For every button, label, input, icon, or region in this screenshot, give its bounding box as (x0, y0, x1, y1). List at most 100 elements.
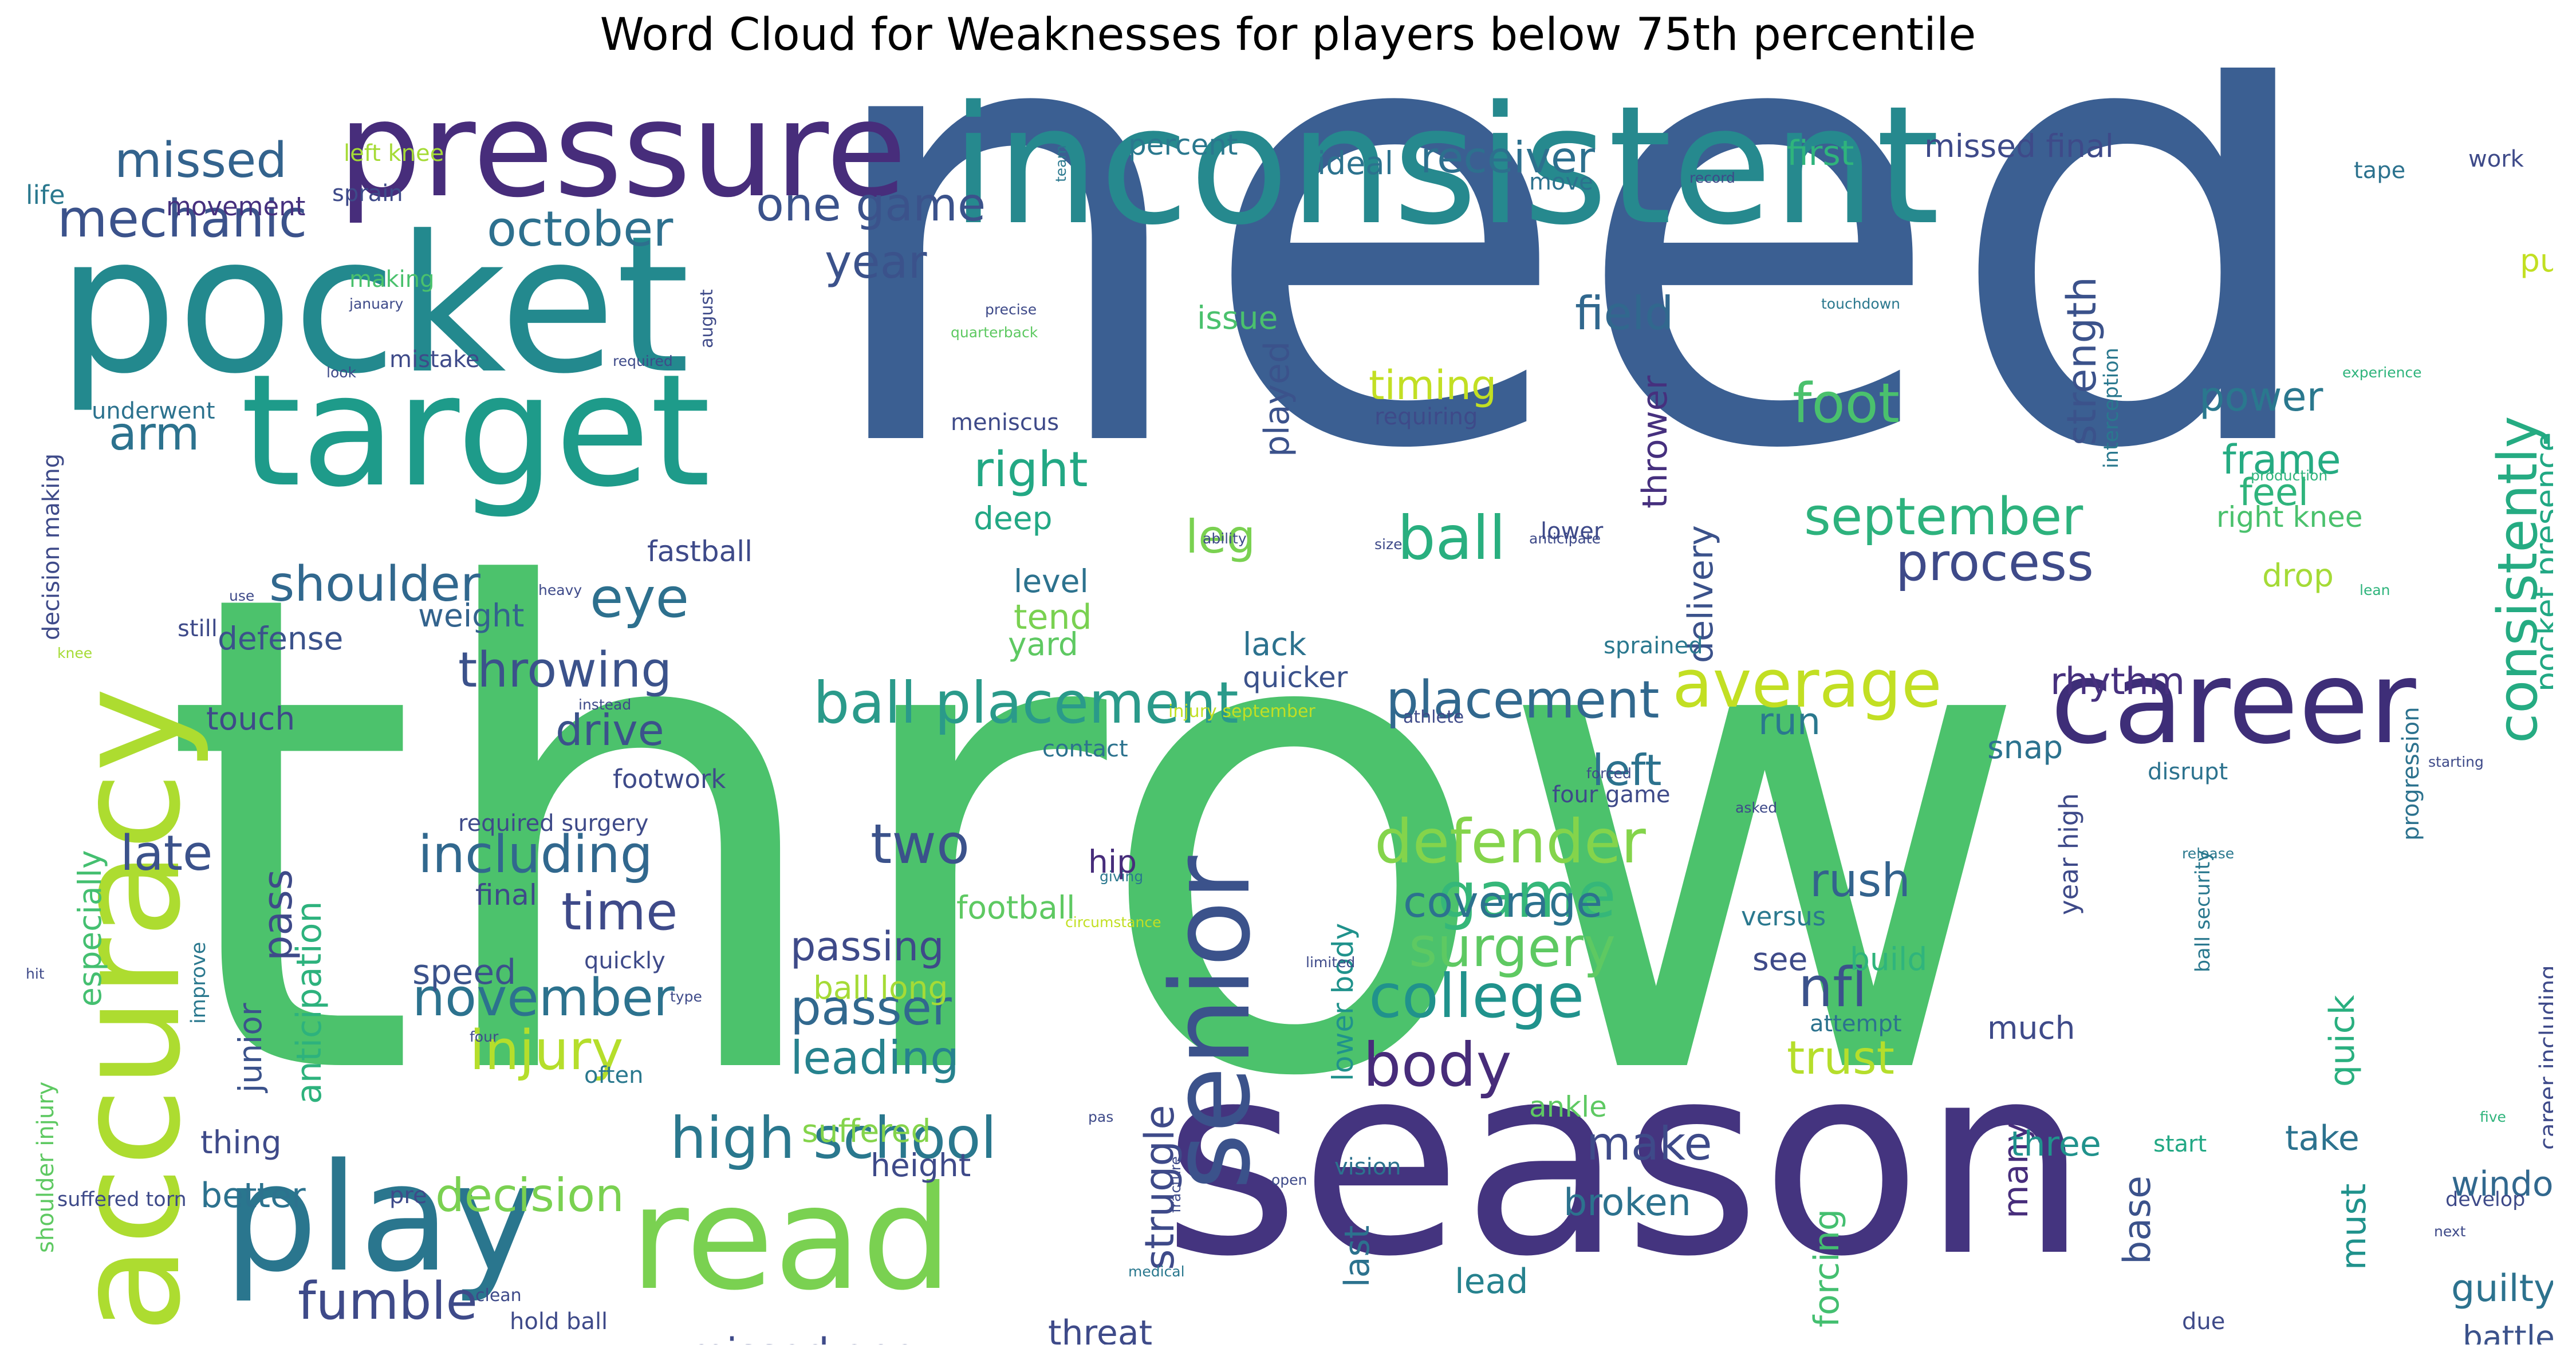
word-suffered-torn: suffered torn (57, 1188, 187, 1211)
word-passing: passing (790, 923, 944, 970)
word-release: release (2182, 845, 2235, 862)
word-october: october (487, 201, 673, 258)
word-inconsistent: inconsistent (951, 71, 1940, 261)
word-especially: especially (72, 850, 108, 1007)
word-career: career (2050, 636, 2416, 770)
word-lack: lack (1243, 626, 1307, 663)
word-speed: speed (412, 952, 517, 992)
word-frame: frame (2222, 436, 2341, 483)
word-knee: knee (57, 645, 93, 661)
word-timing: timing (1369, 362, 1497, 409)
word-november: november (412, 968, 675, 1028)
word-accuracy: accuracy (45, 687, 212, 1333)
word-last: last (1337, 1225, 1377, 1287)
word-time: time (561, 882, 678, 942)
word-issue: issue (1197, 299, 1278, 336)
word-vision: vision (1334, 1154, 1401, 1180)
word-percent: percent (1128, 128, 1238, 161)
word-lower: lower (1541, 518, 1604, 545)
word-open: open (1271, 1172, 1307, 1188)
word-next: next (2434, 1223, 2466, 1240)
word-underwent: underwent (92, 398, 215, 424)
word-life: life (26, 180, 65, 210)
word-junior: junior (232, 1003, 269, 1093)
chart-title: Word Cloud for Weaknesses for players be… (600, 9, 1976, 61)
word-including: including (418, 825, 653, 885)
word-coverage: coverage (1403, 877, 1603, 927)
word-season: season (1163, 1008, 2089, 1314)
word-quarterback: quarterback (951, 324, 1038, 341)
word-body: body (1363, 1030, 1512, 1100)
word-missed: missed (115, 132, 287, 189)
word-hit: hit (26, 965, 45, 982)
word-year: year (825, 235, 927, 289)
word-pressure: pressure (338, 74, 907, 227)
word-much: much (1987, 1010, 2075, 1046)
word-tape: tape (2354, 157, 2406, 184)
word-work: work (2468, 146, 2524, 172)
word-read: read (630, 1155, 952, 1322)
word-thrower: thrower (1635, 375, 1675, 508)
word-target: target (241, 341, 711, 521)
word-starting: starting (2428, 754, 2484, 770)
word-five: five (2480, 1109, 2506, 1125)
word-pas: pas (1088, 1109, 1114, 1125)
word-weight: weight (418, 597, 525, 634)
word-record: record (1689, 170, 1735, 186)
word-eye: eye (590, 567, 690, 630)
word-fastball: fastball (647, 535, 753, 568)
word-right: right (974, 442, 1088, 498)
word-often: often (584, 1062, 644, 1089)
word-year-high: year high (2054, 793, 2084, 915)
word-ball: ball (1397, 503, 1506, 573)
word-right-knee: right knee (2216, 500, 2363, 534)
word-must: must (2334, 1183, 2374, 1270)
word-team: team (1053, 145, 1069, 182)
word-late: late (120, 825, 213, 882)
word-suffered: suffered (802, 1113, 931, 1149)
word-improve: improve (187, 941, 210, 1024)
word-disrupt: disrupt (2148, 759, 2228, 785)
word-circumstance: circumstance (1065, 914, 1161, 931)
word-throw: throw (160, 455, 2034, 1221)
word-injury-september: injury september (1168, 701, 1315, 722)
word-contact: contact (1042, 736, 1128, 762)
word-process: process (1896, 533, 2094, 593)
word-surgery: surgery (1409, 916, 1616, 979)
word-clean: clean (475, 1286, 522, 1306)
word-final: final (475, 878, 537, 912)
word-type: type (670, 988, 702, 1005)
word-ball-placement: ball placement (813, 669, 1239, 736)
word-cloud: need throw season inconsistent pocket target p… (23, 68, 2553, 1345)
word-touchdown: touchdown (1821, 295, 1900, 312)
word-receiver: receiver (1420, 132, 1595, 183)
word-height: height (871, 1147, 971, 1184)
word-making: making (349, 266, 435, 293)
word-leading: leading (790, 1031, 959, 1085)
word-athlete: athlete (1403, 707, 1464, 727)
word-three: three (2010, 1124, 2101, 1164)
word-injury: injury (470, 1019, 624, 1082)
word-power: power (2199, 373, 2323, 420)
word-threat: threat (1048, 1313, 1153, 1345)
word-interception: interception (2100, 348, 2123, 468)
word-pocket-presence: pocket presence (2528, 432, 2553, 692)
word-decision: decision (435, 1169, 624, 1222)
word-anticipation: anticipation (289, 901, 329, 1104)
word-missed-one: missed one (687, 1333, 917, 1345)
word-played: played (1257, 341, 1297, 457)
word-start: start (2153, 1131, 2207, 1157)
word-trust: trust (1787, 1031, 1895, 1085)
word-september: september (1804, 487, 2083, 547)
word-anticipate: anticipate (1529, 530, 1601, 547)
word-ankle: ankle (1529, 1090, 1607, 1124)
word-lead: lead (1455, 1262, 1529, 1302)
word-still: still (178, 616, 218, 642)
word-fumble: fumble (298, 1271, 478, 1331)
word-experience: experience (2342, 364, 2422, 381)
word-missed-final: missed final (1924, 128, 2114, 164)
word-medical: medical (1128, 1263, 1185, 1280)
word-sprain: sprain (332, 180, 403, 207)
word-defense: defense (218, 620, 344, 657)
word-ideal: ideal (1317, 145, 1394, 182)
